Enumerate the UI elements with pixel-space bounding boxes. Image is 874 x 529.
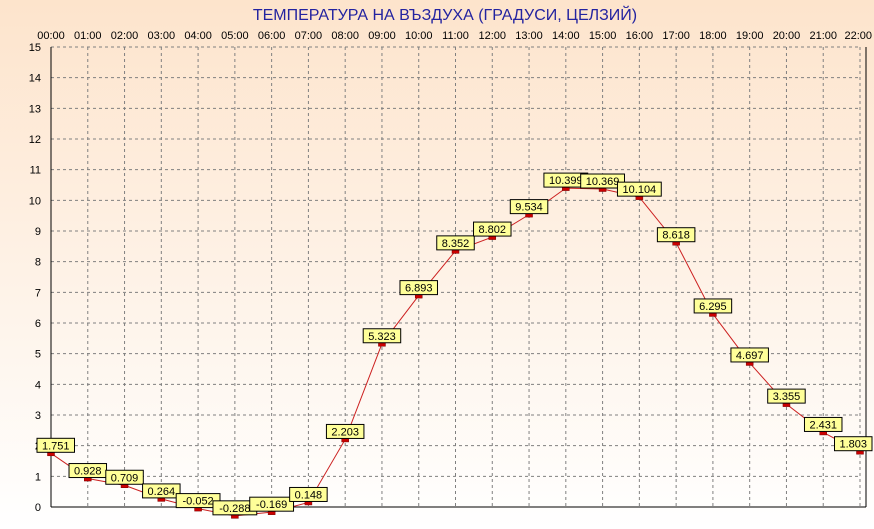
x-tick-label: 04:00 [184, 30, 212, 42]
data-label: 0.264 [148, 486, 176, 498]
data-label: 10.369 [586, 176, 620, 188]
x-tick-label: 16:00 [626, 30, 654, 42]
data-label: 0.709 [111, 472, 139, 484]
y-tick-label: 0 [35, 502, 41, 514]
y-tick-label: 8 [35, 257, 41, 269]
y-tick-label: 14 [29, 73, 41, 85]
x-tick-label: 18:00 [699, 30, 727, 42]
x-tick-label: 08:00 [331, 30, 359, 42]
data-label: 4.697 [736, 350, 764, 362]
x-tick-label: 01:00 [74, 30, 102, 42]
y-tick-label: 13 [29, 103, 41, 115]
x-tick-label: 13:00 [515, 30, 543, 42]
axes: 012345678910111213141500:0001:0002:0003:… [29, 30, 872, 514]
y-tick-label: 6 [35, 318, 41, 330]
x-tick-label: 15:00 [589, 30, 617, 42]
y-tick-label: 12 [29, 134, 41, 146]
x-tick-label: 22:00 [844, 30, 872, 42]
y-tick-label: 7 [35, 287, 41, 299]
data-label-box [362, 328, 402, 344]
data-label: 0.928 [74, 466, 102, 478]
data-label-box [36, 437, 75, 453]
data-label: 8.618 [662, 230, 690, 242]
y-tick-label: 1 [35, 471, 41, 483]
x-tick-label: 12:00 [479, 30, 507, 42]
data-label: 10.104 [623, 184, 657, 196]
data-label: 10.399 [549, 175, 583, 187]
x-tick-label: 21:00 [809, 30, 837, 42]
data-label-box [325, 423, 365, 439]
data-label-box [142, 483, 181, 499]
x-tick-label: 06:00 [258, 30, 286, 42]
y-tick-label: 10 [29, 195, 41, 207]
data-label-box [730, 347, 769, 363]
data-label: 9.534 [515, 202, 543, 214]
x-tick-label: 09:00 [368, 30, 396, 42]
x-tick-label: 05:00 [221, 30, 249, 42]
x-tick-label: 20:00 [773, 30, 801, 42]
data-labels: 1.751 0.928 0.709 0.264 -0.052 -0.288 -0.169 0.… [36, 172, 873, 516]
y-tick-label: 11 [30, 165, 41, 177]
y-tick-label: 5 [35, 349, 41, 361]
y-tick-label: 3 [35, 410, 41, 422]
data-label: 1.803 [839, 439, 867, 451]
data-label: 8.352 [442, 238, 470, 250]
data-label-box [616, 181, 662, 197]
data-label: -0.169 [256, 499, 287, 511]
x-tick-label: 10:00 [405, 30, 433, 42]
data-label-box [767, 388, 806, 404]
data-label-box [509, 199, 549, 215]
data-label-box [289, 486, 328, 502]
data-label-box [105, 469, 144, 485]
y-tick-label: 15 [29, 42, 41, 54]
data-label: 6.295 [699, 301, 727, 313]
data-label: 6.893 [405, 283, 433, 295]
data-label: 1.751 [42, 440, 70, 452]
x-tick-label: 17:00 [662, 30, 690, 42]
x-tick-label: 11:00 [442, 30, 469, 42]
data-label-box [399, 280, 438, 296]
chart-title: ТЕМПЕРАТУРА НА ВЪЗДУХА (ГРАДУСИ, ЦЕЛЗИЙ) [253, 5, 637, 24]
x-tick-label: 00:00 [37, 30, 65, 42]
data-label: 0.148 [295, 489, 323, 501]
data-label: 5.323 [368, 331, 396, 343]
data-label-box [249, 496, 295, 512]
data-label-box [436, 235, 475, 251]
x-tick-label: 14:00 [552, 30, 580, 42]
x-tick-label: 03:00 [148, 30, 176, 42]
data-label-box [693, 298, 733, 314]
grid [50, 46, 861, 508]
data-label-box [656, 227, 696, 243]
x-tick-label: 07:00 [295, 30, 323, 42]
data-label: 8.802 [479, 224, 507, 236]
x-tick-label: 19:00 [736, 30, 764, 42]
x-tick-label: 02:00 [111, 30, 139, 42]
data-label: -0.288 [219, 503, 250, 515]
data-label-box [834, 436, 873, 452]
y-tick-label: 9 [35, 226, 41, 238]
data-label-box [803, 416, 843, 432]
data-label: 2.203 [331, 426, 359, 438]
data-label: 2.431 [809, 419, 837, 431]
data-label-box [580, 173, 625, 189]
data-label-box [473, 221, 512, 237]
data-label: -0.052 [182, 496, 213, 508]
y-tick-label: 4 [35, 379, 41, 391]
data-label: 3.355 [773, 391, 801, 403]
